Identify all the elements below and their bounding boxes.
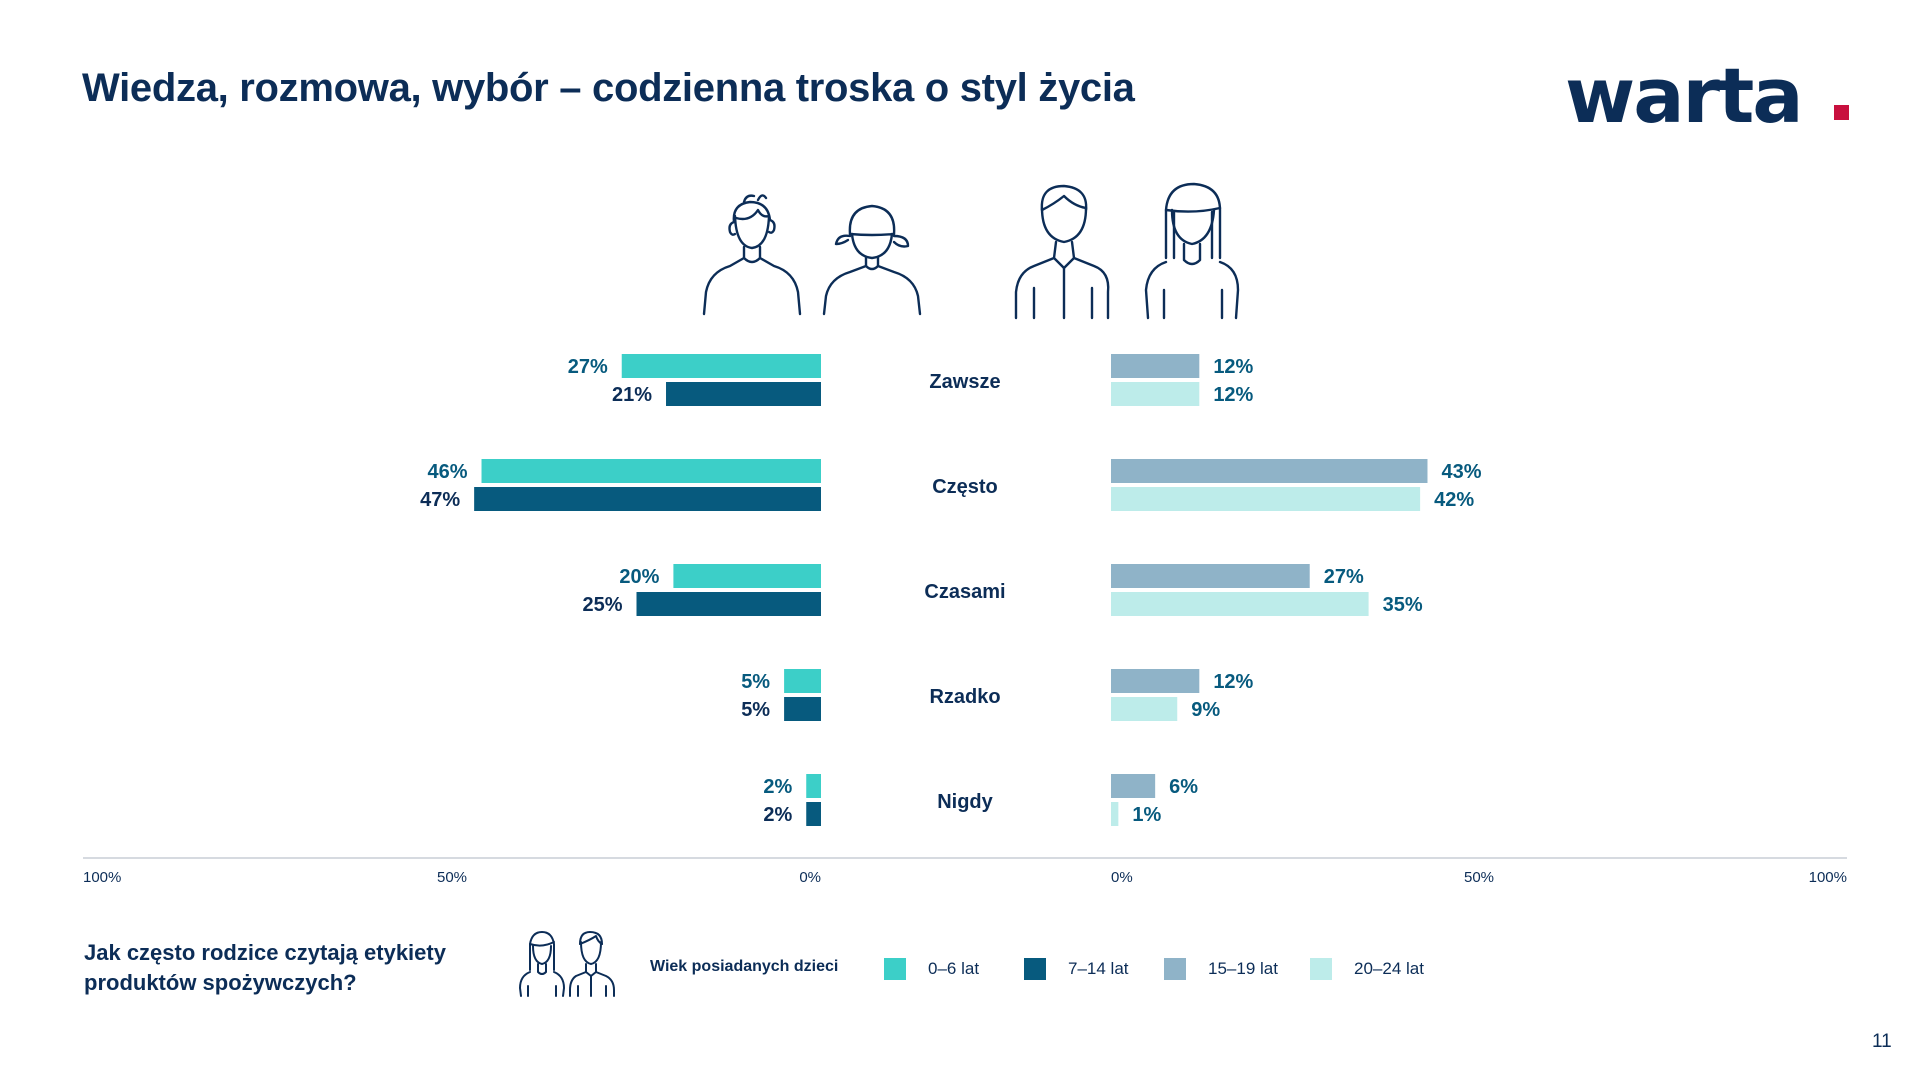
tick-label: 100%	[1809, 869, 1847, 886]
legend-item: 7–14 lat	[1024, 957, 1129, 981]
bar	[666, 382, 821, 406]
data-label: 27%	[1324, 566, 1364, 588]
data-label: 5%	[741, 699, 770, 721]
tick-label: 0%	[799, 869, 821, 886]
data-label: 25%	[582, 594, 622, 616]
data-label: 46%	[427, 461, 467, 483]
bar	[784, 697, 821, 721]
category-label: Często	[932, 476, 998, 498]
category-label: Nigdy	[937, 791, 993, 813]
survey-question: Jak często rodzice czytają etykiety prod…	[84, 940, 446, 995]
bar	[1111, 802, 1119, 826]
bar	[806, 802, 821, 826]
bar	[636, 592, 821, 616]
data-label: 47%	[420, 489, 460, 511]
data-label: 12%	[1213, 384, 1253, 406]
bar	[474, 487, 821, 511]
data-label: 5%	[741, 671, 770, 693]
data-label: 12%	[1213, 671, 1253, 693]
bar	[1111, 564, 1310, 588]
legend-label: 7–14 lat	[1068, 959, 1129, 978]
legend-swatch	[1310, 958, 1332, 980]
legend-item: 15–19 lat	[1164, 957, 1278, 981]
data-label: 6%	[1169, 776, 1198, 798]
bar	[1111, 592, 1369, 616]
legend-item: 0–6 lat	[884, 957, 979, 981]
legend-item: 20–24 lat	[1310, 957, 1424, 981]
tick-label: 50%	[437, 869, 467, 886]
legend-label: 15–19 lat	[1208, 959, 1278, 978]
girl-icon	[822, 204, 922, 316]
logo-dot	[1834, 105, 1849, 120]
data-label: 12%	[1213, 356, 1253, 378]
page-number: 11	[1872, 1031, 1892, 1052]
bar	[1111, 487, 1421, 511]
bar	[806, 774, 821, 798]
data-label: 2%	[763, 804, 792, 826]
bar	[1111, 382, 1200, 406]
bar	[673, 564, 821, 588]
teen-boy-icon	[1014, 184, 1110, 320]
legend-label: 0–6 lat	[928, 959, 980, 978]
parents-icon	[519, 931, 615, 997]
bar	[1111, 459, 1428, 483]
boy-icon	[702, 194, 802, 316]
data-label: 1%	[1132, 804, 1161, 826]
data-label: 20%	[619, 566, 659, 588]
legend-swatch	[884, 958, 906, 980]
category-label: Rzadko	[929, 686, 1000, 708]
data-label: 2%	[763, 776, 792, 798]
legend-title: Wiek posiadanych dzieci	[650, 958, 839, 975]
bar	[1111, 354, 1200, 378]
legend-swatch	[1164, 958, 1186, 980]
bar	[784, 669, 821, 693]
page-title: Wiedza, rozmowa, wybór – codzienna trosk…	[82, 66, 1135, 110]
data-label: 35%	[1383, 594, 1423, 616]
data-label: 27%	[568, 356, 608, 378]
bar	[1111, 774, 1156, 798]
tick-label: 50%	[1464, 869, 1494, 886]
data-label: 21%	[612, 384, 652, 406]
tick-label: 0%	[1111, 869, 1133, 886]
legend-label: 20–24 lat	[1354, 959, 1424, 978]
data-label: 9%	[1191, 699, 1220, 721]
bar	[621, 354, 821, 378]
data-label: 43%	[1441, 461, 1481, 483]
category-label: Zawsze	[929, 371, 1000, 393]
bar	[1111, 697, 1178, 721]
legend-swatch	[1024, 958, 1046, 980]
category-label: Czasami	[924, 581, 1005, 603]
bar	[1111, 669, 1200, 693]
data-label: 42%	[1434, 489, 1474, 511]
tick-label: 100%	[83, 869, 121, 886]
bar	[481, 459, 821, 483]
warta-logo: warta	[1565, 51, 1804, 140]
teen-girl-icon	[1144, 182, 1240, 320]
